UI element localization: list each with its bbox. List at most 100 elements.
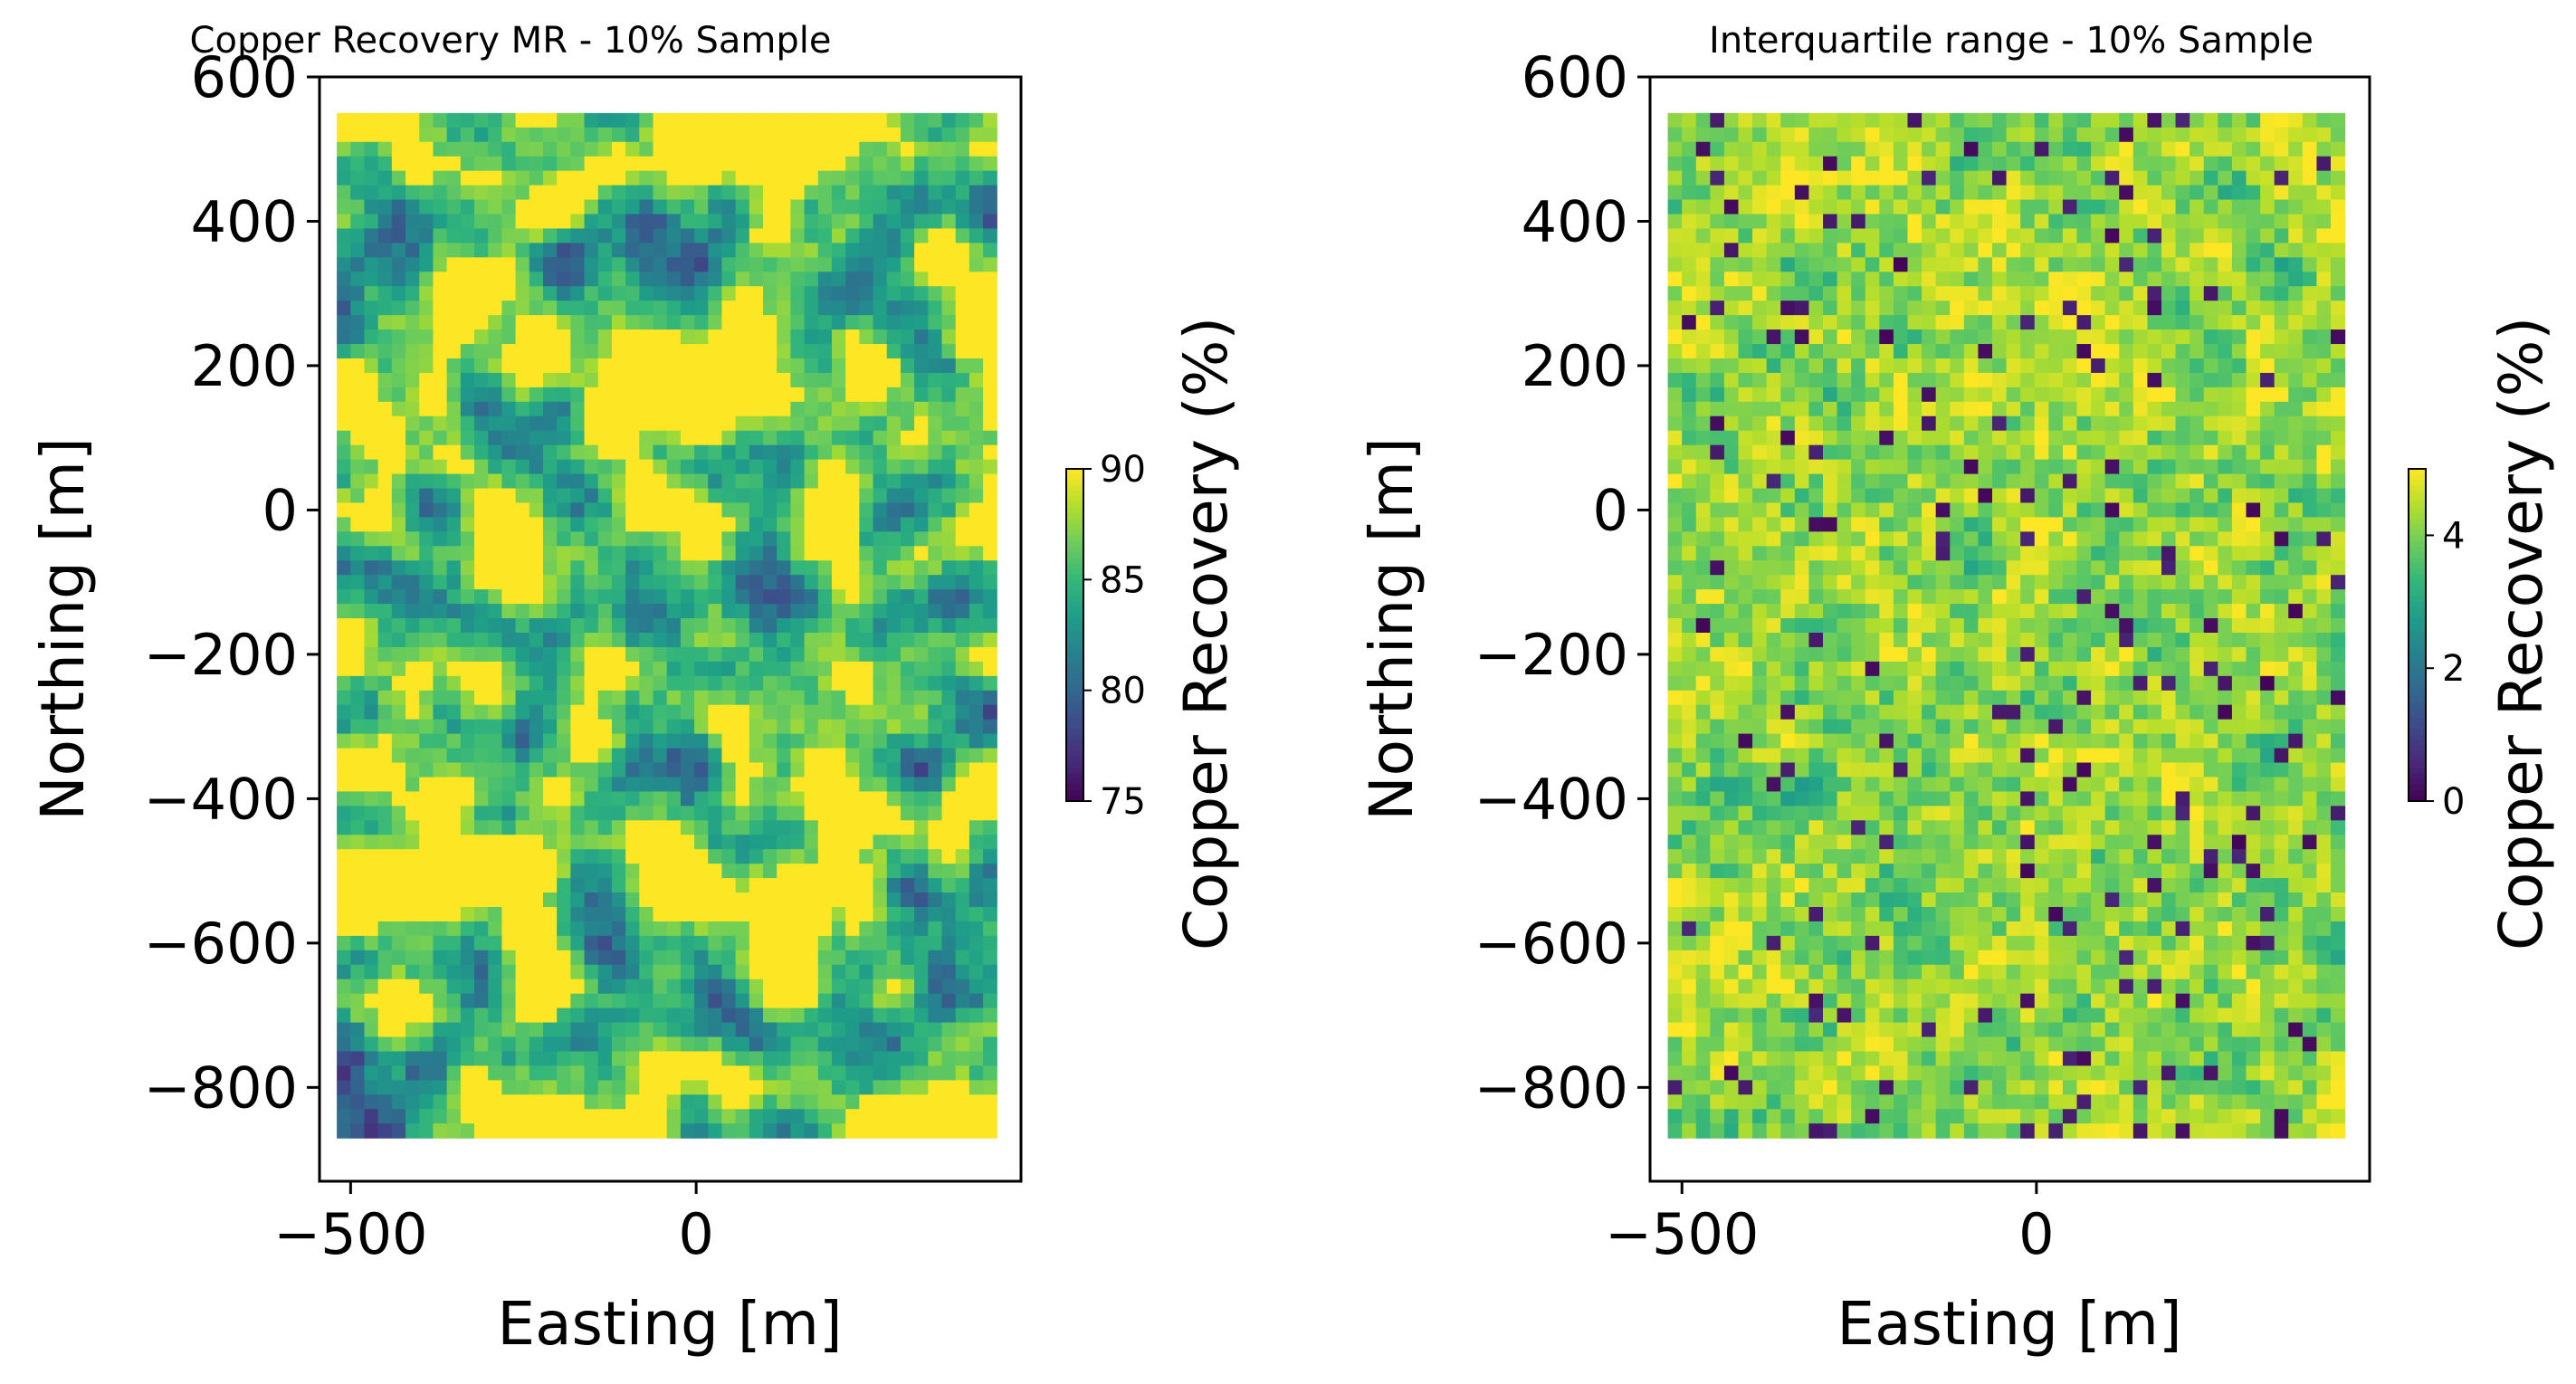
heatmap-cell (625, 329, 640, 345)
heatmap-cell (2062, 488, 2078, 504)
heatmap-cell (735, 185, 750, 201)
heatmap-cell (2316, 170, 2332, 186)
heatmap-cell (584, 906, 599, 922)
heatmap-cell (460, 358, 475, 374)
heatmap-cell (377, 661, 393, 677)
heatmap-cell (364, 733, 379, 749)
heatmap-cell (914, 849, 929, 864)
heatmap-cell (364, 1051, 379, 1067)
heatmap-cell (350, 301, 366, 316)
heatmap-cell (597, 473, 613, 490)
heatmap-cell (721, 444, 737, 461)
heatmap-cell (570, 415, 586, 432)
heatmap-cell (1682, 560, 1697, 576)
heatmap-cell (1794, 546, 1810, 561)
heatmap-cell (350, 690, 366, 706)
heatmap-cell (405, 892, 420, 908)
heatmap-cell (845, 791, 860, 807)
heatmap-cell (1710, 315, 1725, 330)
heatmap-cell (1738, 301, 1753, 316)
heatmap-cell (845, 935, 860, 951)
colorbar-segment (1066, 690, 1083, 697)
heatmap-cell (1766, 430, 1781, 446)
heatmap-cell (557, 170, 571, 186)
heatmap-cell (804, 661, 819, 677)
heatmap-cell (777, 301, 791, 316)
heatmap-cell (859, 1022, 874, 1038)
heatmap-cell (983, 604, 997, 619)
heatmap-cell (460, 257, 475, 272)
heatmap-cell (597, 704, 613, 721)
heatmap-cell (377, 604, 393, 619)
heatmap-cell (2119, 127, 2134, 143)
heatmap-cell (1808, 546, 1824, 561)
heatmap-cell (1851, 358, 1866, 374)
heatmap-cell (2132, 344, 2149, 359)
heatmap-cell (666, 964, 682, 980)
heatmap-cell (1978, 112, 1993, 129)
heatmap-cell (1950, 286, 1965, 301)
heatmap-cell (446, 704, 462, 721)
heatmap-cell (831, 777, 846, 793)
heatmap-cell (1738, 257, 1753, 272)
heatmap-cell (625, 820, 640, 835)
heatmap-cell (2091, 444, 2106, 461)
heatmap-cell (1780, 372, 1796, 388)
heatmap-cell (337, 170, 351, 186)
heatmap-cell (529, 1094, 544, 1110)
heatmap-cell (639, 1036, 654, 1053)
heatmap-cell (2020, 185, 2036, 201)
heatmap-cell (391, 978, 406, 995)
heatmap-cell (968, 430, 984, 446)
heatmap-cell (488, 791, 502, 807)
heatmap-cell (391, 675, 406, 692)
heatmap-cell (1851, 517, 1866, 532)
heatmap-cell (1950, 344, 1965, 359)
heatmap-cell (653, 632, 668, 648)
heatmap-cell (886, 430, 902, 446)
heatmap-cell (1823, 286, 1838, 301)
heatmap-cell (1667, 387, 1683, 403)
heatmap-cell (955, 892, 970, 908)
heatmap-cell (1794, 459, 1810, 475)
heatmap-cell (928, 675, 943, 692)
heatmap-cell (968, 748, 984, 764)
heatmap-cell (777, 1123, 791, 1139)
heatmap-cell (749, 358, 764, 374)
heatmap-cell (446, 401, 462, 417)
heatmap-cell (749, 921, 764, 937)
heatmap-cell (2132, 358, 2149, 374)
heatmap-cell (350, 459, 366, 475)
heatmap-cell (350, 993, 366, 1009)
heatmap-cell (446, 950, 462, 966)
heatmap-cell (817, 575, 833, 590)
heatmap-cell (1865, 228, 1880, 243)
heatmap-cell (488, 1036, 502, 1053)
heatmap-cell (570, 560, 586, 576)
heatmap-cell (653, 777, 668, 793)
heatmap-cell (529, 372, 544, 388)
heatmap-cell (597, 1036, 613, 1053)
heatmap-cell (584, 950, 599, 966)
heatmap-cell (790, 1080, 806, 1095)
heatmap-cell (584, 748, 599, 764)
heatmap-cell (694, 430, 709, 446)
heatmap-cell (337, 906, 351, 922)
heatmap-cell (2147, 272, 2162, 287)
heatmap-cell (1992, 228, 2008, 243)
heatmap-cell (1950, 459, 1965, 475)
heatmap-cell (419, 473, 434, 490)
heatmap-cell (2076, 257, 2092, 272)
heatmap-cell (2246, 531, 2261, 547)
heatmap-cell (983, 704, 997, 721)
heatmap-cell (488, 127, 502, 143)
heatmap-cell (708, 1036, 723, 1053)
heatmap-cell (763, 1022, 778, 1038)
heatmap-cell (653, 704, 668, 721)
heatmap-cell (763, 704, 778, 721)
heatmap-cell (1766, 517, 1781, 532)
heatmap-cell (460, 1109, 475, 1124)
heatmap-cell (653, 719, 668, 735)
heatmap-cell (2190, 127, 2205, 143)
heatmap-cell (2260, 517, 2275, 532)
